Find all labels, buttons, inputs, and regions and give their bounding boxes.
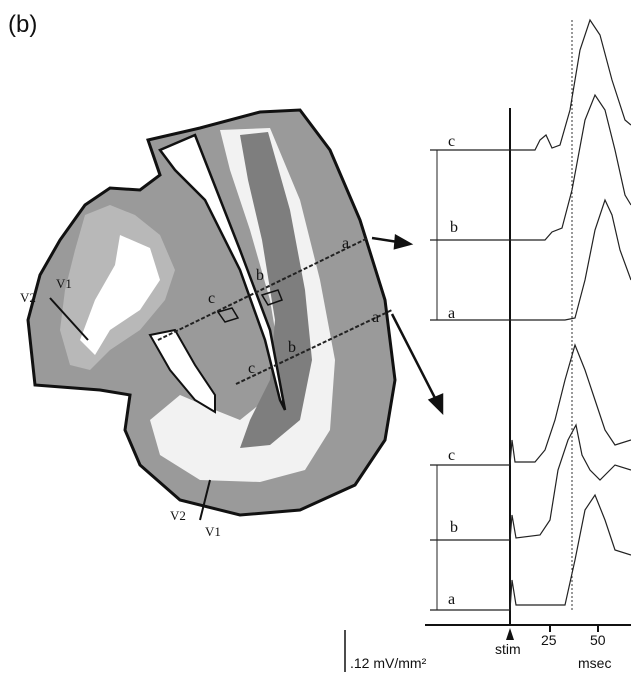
- section-label: c: [248, 360, 255, 377]
- time-unit: msec: [578, 655, 611, 671]
- boundary-label: V1: [205, 524, 221, 539]
- arrows: [371, 233, 444, 416]
- boundary-label: V2: [20, 290, 36, 305]
- time-tick-label: 50: [590, 632, 606, 648]
- stim-label: stim: [495, 641, 521, 657]
- trace-label: c: [448, 447, 455, 464]
- cortex-section: [26, 108, 397, 521]
- trace-label: a: [448, 591, 455, 608]
- time-tick-label: 25: [541, 632, 557, 648]
- boundary-label: V2: [170, 508, 186, 523]
- section-label: a: [372, 309, 379, 326]
- scale-bar-label: .12 mV/mm²: [350, 655, 427, 671]
- panel-label: (b): [8, 11, 37, 38]
- trace-label: b: [450, 519, 458, 536]
- trace-label: a: [448, 305, 455, 322]
- section-label: b: [288, 339, 296, 356]
- traces: [344, 18, 631, 672]
- section-label: a: [342, 235, 349, 252]
- trace-label: b: [450, 219, 458, 236]
- section-label: c: [208, 290, 215, 307]
- boundary-label: V1: [56, 276, 72, 291]
- section-label: b: [256, 267, 264, 284]
- trace-label: c: [448, 133, 455, 150]
